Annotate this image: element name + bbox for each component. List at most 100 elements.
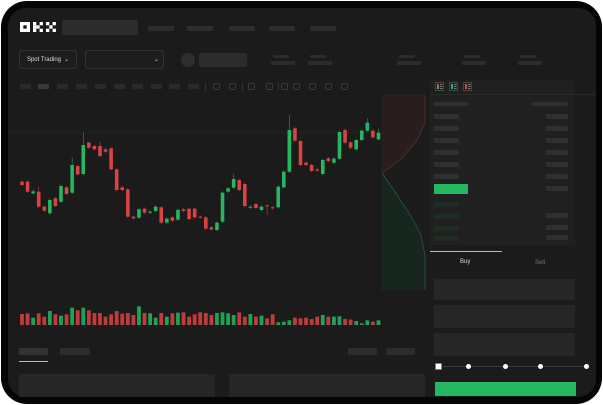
- filter-button[interactable]: [348, 348, 377, 355]
- candle[interactable]: [287, 115, 292, 173]
- order-book-view-bids-icon[interactable]: [449, 82, 458, 91]
- candle[interactable]: [159, 206, 164, 224]
- candle[interactable]: [376, 128, 381, 141]
- slider-mark-50[interactable]: [503, 364, 508, 369]
- candle[interactable]: [226, 187, 230, 193]
- buy-submit-button[interactable]: [435, 382, 576, 396]
- ruler-icon[interactable]: [293, 83, 300, 90]
- candle[interactable]: [209, 226, 214, 231]
- candle[interactable]: [192, 207, 197, 219]
- tab-open-orders[interactable]: [19, 348, 48, 355]
- filter-button[interactable]: [386, 348, 415, 355]
- candle[interactable]: [187, 207, 191, 221]
- candle[interactable]: [254, 202, 258, 210]
- timeframe-button[interactable]: [20, 84, 31, 89]
- amount-slider-track[interactable]: [438, 366, 588, 367]
- timeframe-button[interactable]: [114, 84, 125, 89]
- line-tool-icon[interactable]: [281, 83, 288, 90]
- candle[interactable]: [371, 129, 375, 139]
- nav-item[interactable]: [148, 26, 174, 31]
- candle[interactable]: [20, 180, 24, 187]
- candle[interactable]: [98, 141, 102, 158]
- timeframe-button[interactable]: [188, 84, 199, 89]
- candle[interactable]: [304, 161, 308, 167]
- candle[interactable]: [25, 180, 30, 193]
- candle[interactable]: [270, 206, 275, 210]
- settings-icon[interactable]: [325, 83, 332, 90]
- candle[interactable]: [114, 168, 119, 192]
- candle[interactable]: [231, 174, 236, 189]
- pair-dropdown[interactable]: ⌄: [85, 50, 164, 69]
- candle[interactable]: [198, 215, 203, 219]
- timeframe-button[interactable]: [76, 84, 87, 89]
- tab-buy[interactable]: Buy: [460, 259, 471, 265]
- candle[interactable]: [326, 157, 331, 163]
- candle[interactable]: [215, 221, 219, 232]
- candle[interactable]: [165, 217, 169, 224]
- candle[interactable]: [36, 186, 41, 208]
- candle[interactable]: [298, 139, 303, 167]
- indicator-icon[interactable]: [213, 83, 220, 90]
- fullscreen-icon[interactable]: [341, 83, 348, 90]
- candle[interactable]: [293, 127, 297, 142]
- candle[interactable]: [53, 197, 58, 208]
- candle[interactable]: [42, 205, 47, 212]
- search-placeholder[interactable]: [62, 20, 138, 35]
- slider-mark-25[interactable]: [466, 364, 471, 369]
- candle[interactable]: [337, 130, 342, 160]
- order-book-view-asks-icon[interactable]: [463, 82, 472, 91]
- total-input[interactable]: [434, 333, 575, 356]
- candle[interactable]: [137, 208, 141, 219]
- candle[interactable]: [176, 208, 180, 221]
- candle[interactable]: [87, 141, 91, 149]
- tab-order-history[interactable]: [60, 348, 90, 355]
- timeframe-button[interactable]: [132, 84, 143, 89]
- candle[interactable]: [148, 210, 152, 214]
- candle[interactable]: [81, 132, 86, 176]
- candle[interactable]: [48, 198, 52, 215]
- slider-mark-75[interactable]: [538, 364, 543, 369]
- candle[interactable]: [64, 186, 69, 196]
- candle[interactable]: [120, 186, 125, 192]
- candle[interactable]: [309, 163, 314, 173]
- candle[interactable]: [220, 191, 225, 223]
- candle[interactable]: [354, 138, 358, 151]
- timeframe-button[interactable]: [57, 84, 68, 89]
- candle[interactable]: [153, 205, 158, 213]
- timeframe-button[interactable]: [95, 84, 106, 89]
- timeframe-button[interactable]: [38, 84, 49, 89]
- tab-sell[interactable]: Sell: [535, 260, 546, 266]
- candle[interactable]: [348, 141, 353, 149]
- candle[interactable]: [276, 185, 281, 209]
- candle[interactable]: [237, 178, 242, 192]
- timeframe-button[interactable]: [169, 84, 180, 89]
- candle[interactable]: [359, 129, 364, 142]
- candle[interactable]: [109, 147, 113, 171]
- candle[interactable]: [365, 118, 370, 132]
- candle[interactable]: [75, 164, 80, 176]
- chart-type-icon[interactable]: [248, 83, 255, 90]
- nav-item[interactable]: [269, 26, 295, 31]
- candle[interactable]: [70, 157, 74, 194]
- nav-item[interactable]: [310, 26, 336, 31]
- chevron-down-icon[interactable]: [229, 83, 236, 90]
- camera-icon[interactable]: [309, 83, 316, 90]
- okx-logo[interactable]: [20, 22, 57, 32]
- candle[interactable]: [265, 204, 269, 215]
- candle[interactable]: [343, 128, 347, 144]
- candlestick-chart[interactable]: [0, 110, 381, 340]
- candle[interactable]: [281, 170, 286, 189]
- chevron-down-icon[interactable]: [266, 83, 273, 90]
- candle[interactable]: [248, 205, 253, 209]
- nav-item[interactable]: [229, 26, 255, 31]
- price-input[interactable]: [434, 279, 575, 300]
- candle[interactable]: [31, 190, 35, 195]
- candle[interactable]: [59, 184, 63, 203]
- candle[interactable]: [142, 207, 147, 214]
- order-book-view-both-icon[interactable]: [435, 82, 444, 91]
- candle[interactable]: [332, 157, 336, 164]
- candle[interactable]: [320, 158, 325, 176]
- candle[interactable]: [259, 205, 264, 212]
- nav-item[interactable]: [187, 26, 213, 31]
- candle[interactable]: [204, 216, 208, 230]
